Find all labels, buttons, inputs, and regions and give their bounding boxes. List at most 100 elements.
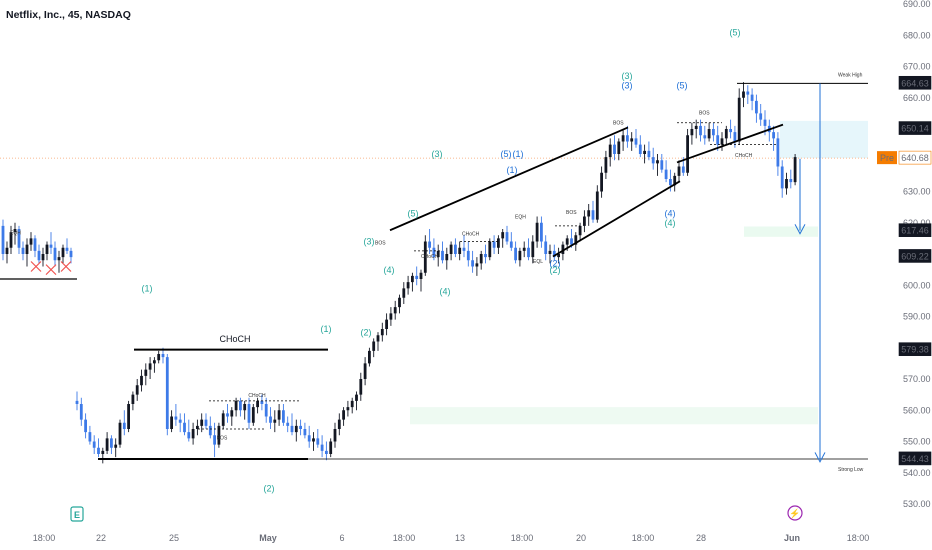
candle-body [368,350,371,364]
price-label-box [898,342,932,356]
y-tick-label: 530.00 [903,499,931,509]
candle-body [342,410,345,420]
pre-tag-text: Pre [880,153,894,163]
candle-body [393,307,397,314]
price-label: 664.63 [898,75,932,90]
candle-body [793,157,797,183]
wave-label: (1) [142,284,153,294]
candle-body [122,422,126,429]
candle-body [273,419,277,423]
y-tick-label: 560.00 [903,405,931,415]
y-tick-label: 620.00 [903,218,931,228]
candle-body [92,441,96,448]
wave-label: (1) [513,149,524,159]
bos-label-4: BOS [613,120,624,126]
eqh-label-2: EQH [515,214,526,220]
candle-body [316,438,320,445]
candle-body [776,138,780,167]
price-label-text: 579.38 [901,345,929,355]
candle-body [763,119,767,126]
candle-body [690,129,694,136]
candle-body [243,404,247,411]
candle-body [531,241,535,258]
candle-body [75,400,79,404]
candle-body [634,138,638,145]
price-label-box [898,451,932,466]
candle-body [643,150,646,154]
candle-body [17,229,21,248]
candle-body [621,135,625,142]
pre-tag [877,151,897,165]
candle-body [479,254,483,264]
candle-body [131,394,135,404]
candle-body [647,150,651,158]
y-tick-label: 670.00 [903,62,931,72]
candle-body [9,232,13,248]
candle-body [5,247,9,254]
channel-lower-extension [676,123,784,164]
candle-body [337,419,341,429]
candle-body [174,416,178,420]
bos-label: BOS [217,435,228,441]
wave-label: (5) [501,149,512,159]
candle-body [484,254,487,258]
wave-label: (2) [550,259,561,269]
candle-body [312,438,315,442]
candle-body [755,100,758,114]
candle-body [436,250,440,258]
candle-body [105,438,109,451]
y-tick-label: 600.00 [903,280,931,290]
candle-body [423,241,427,273]
price-label-text: 650.14 [901,124,929,134]
candle-body [251,407,255,423]
candle-body [677,166,681,176]
candle-body [61,247,65,258]
candle-body [402,288,406,298]
bos-label-3: BOS [566,210,577,216]
candle-body [157,354,161,361]
candle-body [681,166,685,173]
candle-body [737,97,741,142]
wave-label: (3) [622,71,633,81]
x-tick-label: 18:00 [511,533,534,543]
wave-label: (1) [507,165,518,175]
candle-body [79,404,83,420]
candle-body [724,129,728,139]
candle-body [21,247,25,254]
candle-body [264,404,268,417]
price-label: 579.38 [898,342,932,356]
candle-body [282,410,285,423]
candle-body [651,157,655,164]
price-label: 617.46 [898,223,932,237]
candle-body [475,263,479,267]
y-tick-label: 590.00 [903,312,931,322]
candle-body [454,244,457,254]
candle-body [294,425,298,433]
candle-body [191,429,195,439]
candle-body [406,282,410,289]
candle-body [118,422,122,445]
price-label: 650.14 [898,121,932,135]
candle-body [729,129,732,133]
candle-body [458,247,462,254]
price-label-box [898,121,932,135]
candle-body [1,225,5,254]
x-tick-label: 6 [339,533,344,543]
invalid-mark [30,261,42,272]
candle-body [153,360,156,364]
candle-body [746,91,750,95]
x-tick-label: 18:00 [33,533,56,543]
candle-body [720,138,724,145]
candle-body [299,425,302,429]
price-label-text: 664.63 [901,78,929,88]
candle-body [148,363,152,370]
candle-body [25,244,29,254]
candle-body [325,450,328,454]
price-label-box [898,223,932,237]
candle-body [239,400,242,411]
candle-body [385,319,388,329]
candle-body [552,250,556,258]
candle-body [626,135,629,142]
candle-body [247,404,251,423]
